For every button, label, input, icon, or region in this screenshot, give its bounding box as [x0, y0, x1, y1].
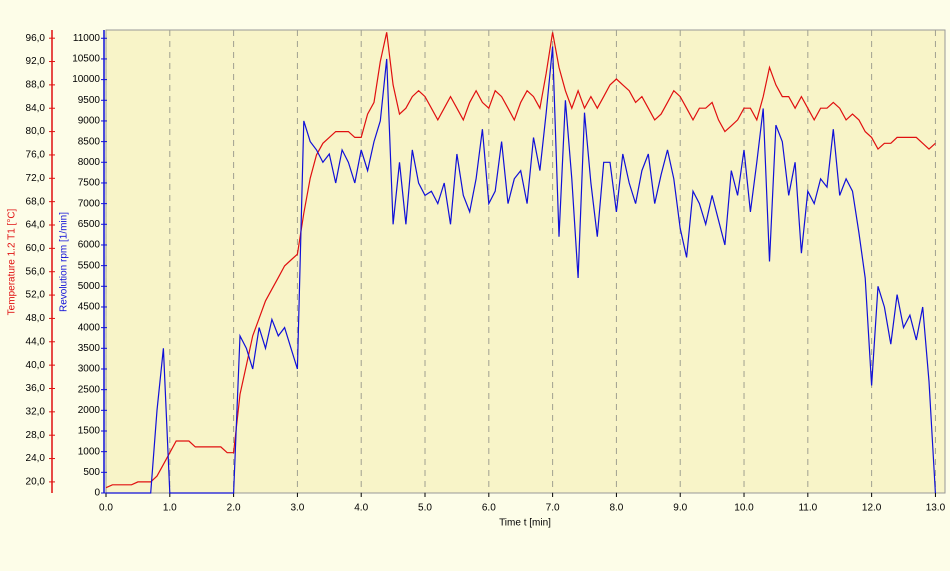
y2-tick-label: 0: [94, 488, 100, 499]
x-tick-label: 6.0: [482, 503, 496, 514]
y-tick-label: 80,0: [26, 126, 46, 137]
y-tick-label: 60,0: [26, 243, 46, 254]
y-tick-label: 68,0: [26, 196, 46, 207]
y-tick-label: 92,0: [26, 56, 46, 67]
x-tick-label: 5.0: [418, 503, 432, 514]
x-tick-label: 12.0: [862, 503, 882, 514]
y-tick-label: 96,0: [26, 33, 46, 44]
y2-tick-label: 6500: [78, 219, 101, 230]
y-tick-label: 24,0: [26, 453, 46, 464]
y2-tick-label: 8500: [78, 136, 101, 147]
x-tick-label: 1.0: [163, 503, 177, 514]
y-tick-label: 40,0: [26, 360, 46, 371]
y-tick-label: 32,0: [26, 406, 46, 417]
x-tick-label: 7.0: [546, 503, 560, 514]
series-line: [105, 32, 936, 489]
y2-tick-label: 3500: [78, 343, 101, 354]
y-tick-label: 44,0: [26, 336, 46, 347]
x-tick-label: 2.0: [227, 503, 241, 514]
y2-tick-label: 7500: [78, 178, 101, 189]
x-tick-label: 11.0: [798, 503, 817, 514]
x-tick-label: 4.0: [354, 503, 368, 514]
x-axis-title: Time t [min]: [499, 518, 551, 529]
x-tick-label: 3.0: [290, 503, 304, 514]
y2-axis-title: Revolution rpm [1/min]: [59, 212, 70, 312]
y2-tick-label: 4000: [78, 322, 101, 333]
x-tick-label: 13.0: [926, 503, 946, 514]
y2-tick-label: 11000: [73, 33, 101, 44]
y-tick-label: 28,0: [26, 430, 46, 441]
y2-tick-label: 10000: [72, 74, 100, 85]
y2-tick-label: 7000: [78, 198, 101, 209]
x-tick-label: 0.0: [99, 503, 113, 514]
y2-tick-label: 9500: [78, 95, 101, 106]
y2-tick-label: 2000: [78, 405, 101, 416]
plot-area: [105, 29, 946, 494]
y-tick-label: 64,0: [26, 220, 46, 231]
y2-tick-label: 3000: [78, 364, 101, 375]
series-line: [106, 46, 936, 494]
y2-tick-label: 6000: [78, 240, 101, 251]
y-axis-title: Temperature 1.2 T1 [°C]: [7, 208, 18, 315]
y-tick-label: 20,0: [26, 477, 46, 488]
y-tick-label: 52,0: [26, 290, 46, 301]
y2-tick-label: 1500: [78, 426, 101, 437]
y2-tick-label: 5000: [78, 281, 101, 292]
y2-tick-label: 10500: [72, 54, 100, 65]
y-tick-label: 56,0: [26, 266, 46, 277]
y-tick-label: 36,0: [26, 383, 46, 394]
y2-tick-label: 2500: [78, 384, 101, 395]
x-tick-label: 10.0: [734, 503, 754, 514]
y-tick-label: 48,0: [26, 313, 46, 324]
y2-tick-label: 4500: [78, 302, 101, 313]
y-tick-label: 84,0: [26, 103, 46, 114]
x-tick-label: 8.0: [609, 503, 623, 514]
y-tick-label: 76,0: [26, 150, 46, 161]
y2-tick-label: 5500: [78, 260, 101, 271]
y-tick-label: 72,0: [26, 173, 46, 184]
y2-tick-label: 1000: [78, 446, 101, 457]
y2-tick-label: 500: [83, 467, 100, 478]
x-tick-label: 9.0: [673, 503, 687, 514]
y2-tick-label: 8000: [78, 157, 101, 168]
y-tick-label: 88,0: [26, 80, 46, 91]
y2-tick-label: 9000: [78, 116, 101, 127]
